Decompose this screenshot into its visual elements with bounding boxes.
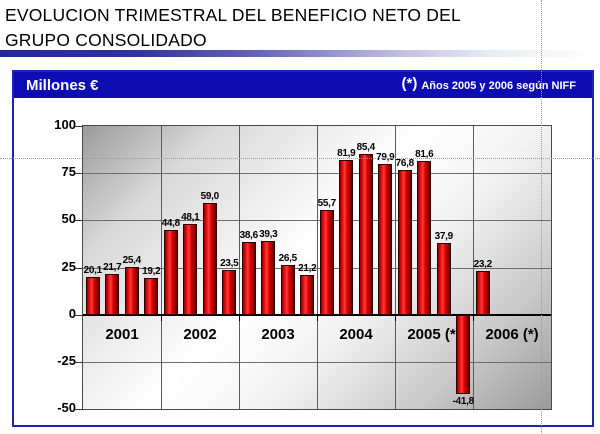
bar-2002-q4 (222, 270, 237, 315)
bar-2003-q4 (300, 274, 315, 315)
slide-title-line2: GRUPO CONSOLIDADO (5, 30, 207, 50)
bar-2003-q2 (261, 240, 276, 315)
bar-value-label: 21,2 (298, 262, 317, 274)
plot-area: 2001 20,1 21,7 25,4 19,2 2002 44,8 48,1 59,0 23,5… (75, 125, 552, 410)
x-tick (317, 314, 318, 321)
title-underline (0, 50, 596, 57)
bar-2004-q3 (358, 153, 373, 315)
bar-2005-q3 (436, 243, 451, 315)
y-tick--50 (75, 409, 83, 410)
category-label-2003: 2003 (261, 326, 295, 343)
bar-2006-q1 (475, 270, 490, 315)
footnote: (*) Años 2005 y 2006 según NIFF (401, 75, 593, 94)
y-tick-50 (75, 220, 83, 222)
bar-value-label: 55,7 (317, 197, 337, 209)
bar-value-label: 59,0 (200, 191, 220, 203)
x-tick (239, 314, 240, 321)
bar-value-label: 37,9 (434, 231, 454, 243)
bar-value-label: 85,4 (356, 141, 376, 153)
slide-title-line1: EVOLUCION TRIMESTRAL DEL BENEFICIO NETO … (5, 5, 461, 25)
y-tick-label-75: 75 (61, 164, 76, 180)
x-tick (395, 314, 396, 321)
category-separator (395, 126, 396, 409)
bar-2004-q1 (319, 209, 334, 315)
y-tick-label-50: 50 (61, 211, 76, 227)
footnote-text: Años 2005 y 2006 según NIFF (421, 80, 576, 92)
bar-value-label: 39,3 (259, 228, 278, 240)
y-tick-label--50: -50 (57, 400, 76, 415)
bar-2005-q2 (417, 160, 432, 315)
category-label-2006: 2006 (*) (485, 326, 539, 343)
category-separator (473, 126, 474, 409)
bar-2004-q2 (339, 160, 354, 315)
category-separator (317, 126, 318, 409)
bar-value-label: 23,5 (220, 258, 239, 270)
unit-label: Millones € (26, 76, 99, 94)
bar-2002-q2 (183, 223, 198, 315)
bar-value-label: 19,2 (142, 266, 161, 278)
bar-value-label: 76,8 (395, 157, 415, 169)
bar-value-label: 25,4 (122, 254, 142, 266)
bar-2005-q4 (456, 314, 471, 394)
y-tick-0 (75, 314, 83, 316)
y-tick-label--25: -25 (57, 352, 76, 368)
category-label-2005: 2005 (*) (407, 326, 461, 343)
bar-2004-q4 (378, 163, 393, 315)
bar-value-label: 26,5 (278, 252, 298, 264)
category-label-2004: 2004 (339, 326, 373, 343)
y-tick-100 (75, 126, 83, 127)
bar-value-label: 81,6 (415, 148, 434, 160)
bar-value-label: 21,7 (103, 261, 122, 273)
bar-value-label: 79,9 (376, 151, 395, 163)
bar-value-label: 38,6 (239, 229, 259, 241)
category-label-2001: 2001 (105, 326, 139, 343)
bar-2003-q3 (280, 264, 295, 315)
bar-value-label: 48,1 (181, 211, 200, 223)
footnote-star: (*) (401, 75, 418, 92)
y-tick--25 (75, 361, 83, 363)
category-separator (161, 126, 162, 409)
bar-2001-q2 (105, 273, 120, 315)
bar-value-label: 44,8 (161, 218, 181, 230)
bar-value-label: 20,1 (83, 264, 103, 276)
x-tick (161, 314, 162, 321)
y-tick-label-0: 0 (68, 305, 76, 321)
bar-2005-q1 (397, 169, 412, 315)
category-separator (239, 126, 240, 409)
y-tick-25 (75, 267, 83, 269)
y-tick-75 (75, 173, 83, 175)
bar-value-label: -41,8 (452, 395, 475, 407)
bar-value-label: 23,2 (473, 258, 493, 270)
x-tick (473, 314, 474, 321)
bar-2002-q3 (202, 203, 217, 315)
bar-2001-q4 (144, 278, 159, 315)
bar-2001-q3 (124, 266, 139, 315)
chart-header-band: Millones € (*) Años 2005 y 2006 según NIF… (14, 72, 592, 98)
bar-2002-q1 (163, 230, 178, 315)
bar-2003-q1 (241, 241, 256, 315)
y-tick-label-100: 100 (54, 117, 76, 132)
category-label-2002: 2002 (183, 326, 217, 343)
slide-title: EVOLUCION TRIMESTRAL DEL BENEFICIO NETO … (5, 3, 461, 53)
y-tick-label-25: 25 (61, 258, 76, 274)
bar-2001-q1 (85, 276, 100, 315)
bar-value-label: 81,9 (337, 148, 356, 160)
